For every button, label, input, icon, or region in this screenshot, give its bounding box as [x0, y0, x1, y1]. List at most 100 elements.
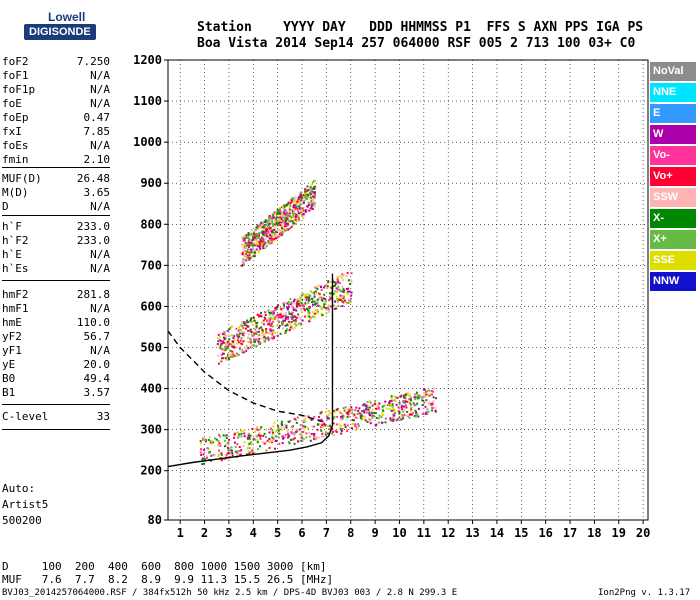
param-name: yE [2, 358, 16, 371]
echo-point [228, 340, 231, 343]
legend-item: Vo- [650, 146, 696, 165]
echo-point [315, 436, 318, 439]
echo-point [229, 353, 232, 356]
echo-point [327, 305, 330, 308]
echo-point [307, 311, 310, 314]
echo-point [351, 409, 354, 412]
echo-point [385, 407, 388, 410]
echo-point [404, 400, 407, 403]
echo-point [302, 421, 305, 424]
echo-point [312, 315, 315, 318]
echo-point [243, 237, 246, 240]
echo-point [272, 214, 275, 217]
echo-point [258, 432, 261, 435]
echo-point [316, 285, 319, 288]
echo-point [393, 410, 396, 413]
echo-point [290, 225, 293, 228]
echo-point [259, 427, 262, 430]
echo-point [284, 219, 287, 222]
echo-point [234, 445, 237, 448]
echo-point [292, 213, 295, 216]
echo-point [381, 405, 384, 408]
echo-point [302, 193, 305, 196]
echo-point [281, 441, 284, 444]
echo-point [273, 447, 276, 450]
legend-item: E [650, 104, 696, 123]
echo-point [307, 313, 310, 316]
echo-point [349, 407, 352, 410]
echo-point [390, 397, 393, 400]
echo-point [434, 410, 437, 413]
echo-point [295, 205, 298, 208]
echo-point [258, 224, 261, 227]
echo-point [360, 414, 363, 417]
echo-point [341, 427, 344, 430]
echo-point [293, 417, 296, 420]
echo-point [277, 427, 280, 430]
echo-point [410, 399, 413, 402]
echo-point [217, 439, 220, 442]
echo-point [279, 230, 282, 233]
echo-point [330, 286, 333, 289]
echo-point [407, 414, 410, 417]
echo-point [265, 224, 268, 227]
echo-point [319, 412, 322, 415]
echo-point [240, 331, 243, 334]
echo-point [217, 340, 220, 343]
echo-point [309, 289, 312, 292]
echo-point [307, 204, 310, 207]
echo-point [297, 214, 300, 217]
echo-point [307, 196, 310, 199]
echo-point [250, 240, 253, 243]
echo-point [271, 229, 274, 232]
echo-point [226, 445, 229, 448]
echo-point [317, 297, 320, 300]
echo-point [287, 300, 290, 303]
echo-point [315, 309, 318, 312]
echo-point [262, 247, 265, 250]
echo-point [256, 237, 259, 240]
echo-point [246, 248, 249, 251]
echo-point [267, 230, 270, 233]
y-tick-label: 1200 [133, 53, 162, 67]
echo-point [254, 228, 257, 231]
param-value: N/A [90, 248, 110, 261]
param-name: hmE [2, 316, 22, 329]
echo-point [270, 310, 273, 313]
echo-point [336, 415, 339, 418]
echo-point [421, 404, 424, 407]
echo-point [369, 419, 372, 422]
echo-point [294, 196, 297, 199]
echo-point [304, 210, 307, 213]
echo-point [281, 231, 284, 234]
echo-point [314, 309, 317, 312]
echo-point [307, 299, 310, 302]
param-value: N/A [90, 97, 110, 110]
echo-point [268, 242, 271, 245]
echo-point [367, 405, 370, 408]
echo-point [269, 239, 272, 242]
echo-point [299, 433, 302, 436]
echo-point [310, 433, 313, 436]
echo-point [300, 433, 303, 436]
echo-point [253, 338, 256, 341]
echo-point [287, 320, 290, 323]
echo-point [308, 435, 311, 438]
echo-point [300, 294, 303, 297]
echo-point [255, 243, 258, 246]
echo-point [286, 203, 289, 206]
echo-point [260, 311, 263, 314]
echo-point [281, 435, 284, 438]
echo-point [318, 305, 321, 308]
echo-point [304, 425, 307, 428]
echo-point [256, 441, 259, 444]
echo-point [236, 333, 239, 336]
echo-point [332, 281, 335, 284]
param-separator [2, 167, 110, 168]
echo-point [278, 228, 281, 231]
echo-point [304, 190, 307, 193]
echo-point [316, 310, 319, 313]
echo-point [294, 206, 297, 209]
echo-point [297, 213, 300, 216]
echo-point [286, 214, 289, 217]
